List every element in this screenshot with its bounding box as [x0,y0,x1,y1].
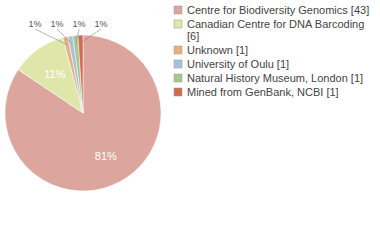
leader-line [35,29,67,45]
data-label: 1% [50,19,63,29]
data-label: 11% [44,68,65,80]
pie-slice [78,35,83,113]
leader-line [57,29,72,44]
leader-line [76,29,79,43]
data-label: 1% [94,19,107,29]
legend-swatch [174,88,182,96]
legend-label: Natural History Museum, London [1] [187,72,363,84]
legend-swatch [174,46,182,54]
chart: 81% 11% 1% 1% 1% 1% Centre for Biodiversity Ge… [0,0,380,240]
leader-line [81,29,101,43]
data-label: 81% [95,150,117,162]
legend-swatch [174,20,182,28]
pie [5,35,161,191]
legend-swatch [174,60,182,68]
legend-label: Mined from GenBank, NCBI [1] [187,86,339,98]
data-label: 1% [28,19,41,29]
legend-swatch [174,6,182,14]
data-label: 1% [72,19,85,29]
pie-slice [5,35,161,191]
legend: Centre for Biodiversity Genomics [43] Can… [174,4,369,98]
legend-label: University of Oulu [1] [187,58,289,70]
legend-label: Unknown [1] [187,44,248,56]
data-labels: 81% 11% 1% 1% 1% 1% [28,19,117,162]
legend-swatch [174,74,182,82]
pie-slice [68,36,83,113]
legend-label: Canadian Centre for DNA Barcoding[6] [187,18,364,42]
pie-slice [73,35,83,113]
legend-label: Centre for Biodiversity Genomics [43] [187,4,369,16]
